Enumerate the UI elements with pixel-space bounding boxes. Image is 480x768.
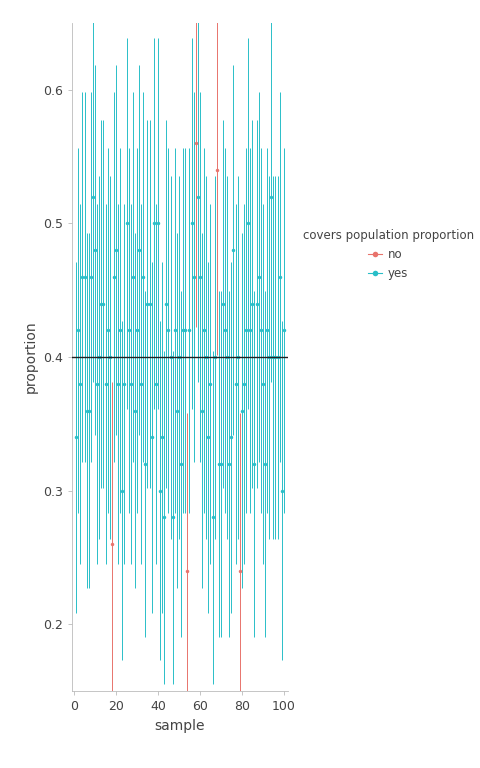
X-axis label: sample: sample (155, 719, 205, 733)
Y-axis label: proportion: proportion (24, 321, 37, 393)
Legend: no, yes: no, yes (302, 230, 474, 280)
